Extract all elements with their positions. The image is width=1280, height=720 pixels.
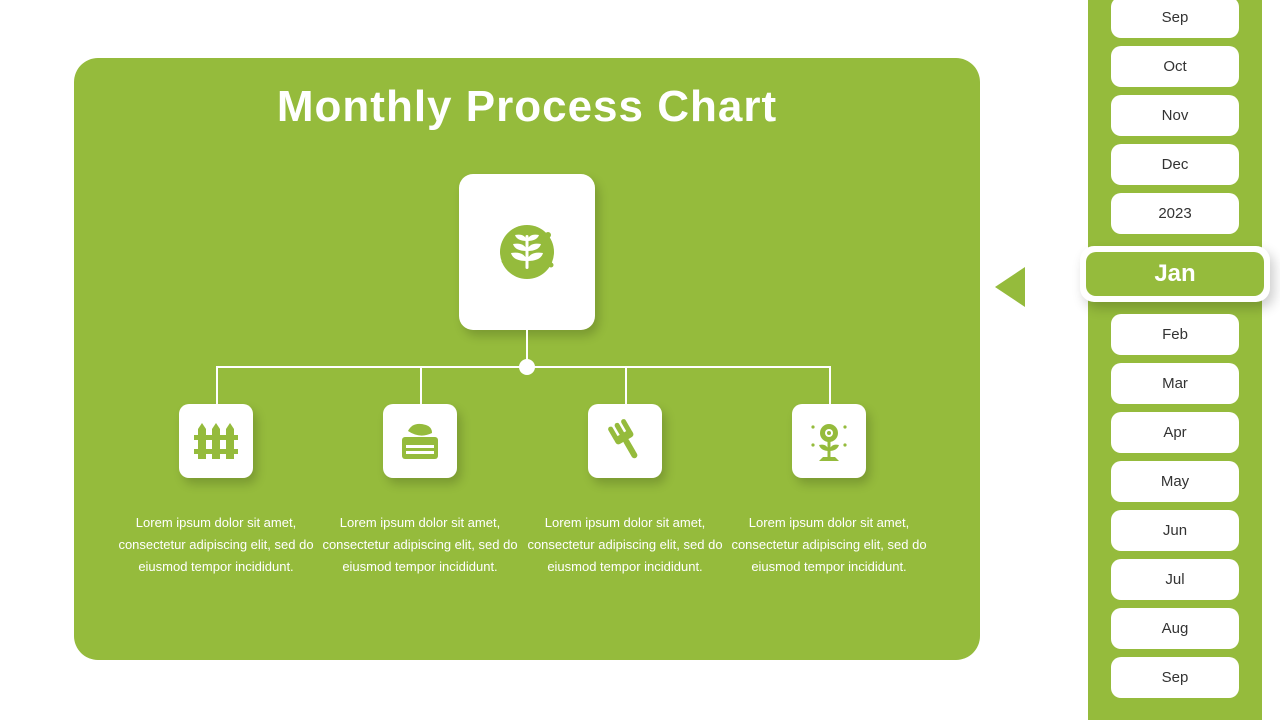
flower-icon <box>803 415 855 467</box>
child-node-3 <box>588 404 662 478</box>
month-pill[interactable]: Sep <box>1111 657 1239 698</box>
connector-drop-2 <box>420 366 422 404</box>
month-pill[interactable]: Aug <box>1111 608 1239 649</box>
child-caption-4: Lorem ipsum dolor sit amet, consectetur … <box>729 512 929 578</box>
month-label: Jul <box>1165 571 1184 588</box>
month-pill[interactable]: Sep <box>1111 0 1239 38</box>
month-label: Dec <box>1162 156 1189 173</box>
connector-hline <box>216 366 830 368</box>
month-label: Aug <box>1162 620 1189 637</box>
connector-drop-3 <box>625 366 627 404</box>
month-label: 2023 <box>1158 205 1191 222</box>
connector-drop-4 <box>829 366 831 404</box>
month-pill[interactable]: Mar <box>1111 363 1239 404</box>
child-caption-1: Lorem ipsum dolor sit amet, consectetur … <box>116 512 316 578</box>
month-label: Sep <box>1162 9 1189 26</box>
fence-icon <box>190 415 242 467</box>
month-label: Sep <box>1162 669 1189 686</box>
stage: Monthly Process Chart <box>0 0 1280 720</box>
month-pill[interactable]: Dec <box>1111 144 1239 185</box>
month-label: Jun <box>1163 522 1187 539</box>
month-label: Oct <box>1163 58 1186 75</box>
month-pill[interactable]: May <box>1111 461 1239 502</box>
child-node-4 <box>792 404 866 478</box>
active-month-pointer <box>995 267 1025 307</box>
connector-drop-1 <box>216 366 218 404</box>
month-label: Feb <box>1162 326 1188 343</box>
month-pill[interactable]: Jul <box>1111 559 1239 600</box>
month-pill[interactable]: Feb <box>1111 314 1239 355</box>
plant-circle-icon <box>496 221 558 283</box>
month-label: Mar <box>1162 375 1188 392</box>
month-label: Jan <box>1086 252 1264 296</box>
month-label: Apr <box>1163 424 1186 441</box>
child-node-2 <box>383 404 457 478</box>
child-caption-2: Lorem ipsum dolor sit amet, consectetur … <box>320 512 520 578</box>
crate-icon <box>394 415 446 467</box>
chart-title: Monthly Process Chart <box>74 82 980 132</box>
child-caption-3: Lorem ipsum dolor sit amet, consectetur … <box>525 512 725 578</box>
month-label: May <box>1161 473 1189 490</box>
month-label: Nov <box>1162 107 1189 124</box>
month-pill[interactable]: Oct <box>1111 46 1239 87</box>
month-sidebar: Sep Oct Nov Dec 2023 Jan Feb Mar Apr May Jun Jul Aug… <box>1070 0 1280 720</box>
month-pill-active[interactable]: Jan <box>1080 246 1270 302</box>
month-pill[interactable]: Nov <box>1111 95 1239 136</box>
month-pill[interactable]: Apr <box>1111 412 1239 453</box>
month-pill[interactable]: 2023 <box>1111 193 1239 234</box>
fork-icon <box>599 415 651 467</box>
root-node <box>459 174 595 330</box>
child-node-1 <box>179 404 253 478</box>
month-pill[interactable]: Jun <box>1111 510 1239 551</box>
